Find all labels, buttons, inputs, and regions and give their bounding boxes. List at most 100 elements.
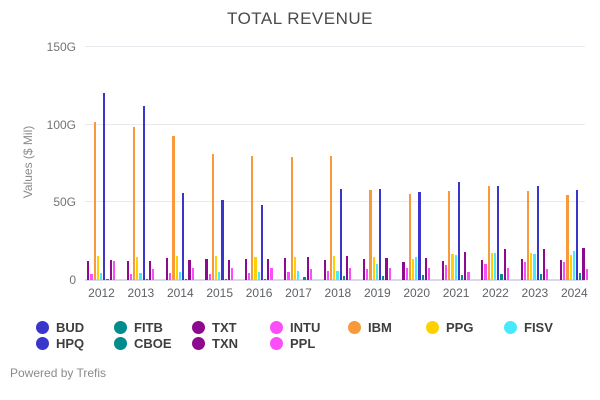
legend: BUD FITB TXT INTU IBM PPG FISV HPQ CBOE TXN PPL: [36, 319, 596, 351]
bar-TXT-2014: [165, 258, 169, 280]
bar-HPQ-2023: [536, 186, 539, 280]
legend-item-BUD[interactable]: BUD: [36, 320, 114, 335]
bar-IBM-2024: [566, 194, 569, 280]
bar-HPQ-2022: [497, 185, 500, 280]
bar-IBM-2014: [172, 135, 175, 280]
bar-PPL-2021: [467, 271, 470, 280]
gridline-100G: [85, 123, 585, 125]
bar-TXN-2015: [227, 259, 231, 280]
legend-swatch-icon-FISV: [504, 320, 517, 334]
bar-FISV-2021: [454, 254, 457, 280]
x-axis-label-2013: 2013: [127, 286, 155, 300]
bar-FISV-2019: [375, 263, 379, 280]
legend-swatch-icon-TXN: [192, 336, 205, 350]
bar-FISV-2013: [139, 272, 142, 280]
legend-item-CBOE[interactable]: CBOE: [114, 336, 192, 351]
bar-PPG-2014: [175, 256, 178, 280]
bar-PPL-2022: [506, 267, 510, 280]
bar-INTU-2017: [287, 271, 290, 280]
legend-item-TXN[interactable]: TXN: [192, 336, 270, 351]
legend-item-HPQ[interactable]: HPQ: [36, 336, 114, 351]
x-axis-label-2017: 2017: [285, 286, 312, 300]
bar-PPL-2014: [191, 268, 194, 280]
legend-row-2: HPQ CBOE TXN PPL: [36, 335, 596, 351]
bar-TXT-2015: [205, 259, 208, 280]
legend-item-FITB[interactable]: FITB: [114, 320, 192, 335]
bar-TXN-2016: [267, 259, 270, 280]
bar-IBM-2018: [329, 156, 333, 280]
bar-HPQ-2021: [457, 182, 461, 280]
legend-item-FISV[interactable]: FISV: [504, 320, 582, 335]
legend-swatch-icon-INTU: [270, 320, 283, 334]
bar-PPG-2017: [293, 257, 297, 280]
bar-TXN-2012: [109, 260, 112, 280]
legend-item-INTU[interactable]: INTU: [270, 320, 348, 335]
bar-CBOE-2015: [224, 279, 227, 280]
powered-by-label: Powered by Trefis: [10, 366, 107, 380]
bar-INTU-2021: [444, 265, 448, 280]
bar-CBOE-2022: [500, 273, 503, 280]
y-tick-label-50G: 50G: [53, 195, 76, 210]
bar-CBOE-2018: [342, 276, 346, 280]
bar-TXN-2020: [424, 257, 428, 280]
bar-PPG-2022: [490, 252, 494, 280]
x-axis-label-2012: 2012: [88, 286, 115, 300]
bar-PPL-2023: [546, 269, 549, 280]
bar-IBM-2012: [93, 121, 96, 280]
legend-item-IBM[interactable]: IBM: [348, 320, 426, 335]
bar-TXT-2012: [87, 261, 90, 280]
bar-FISV-2015: [218, 271, 221, 280]
bar-PPL-2016: [270, 268, 273, 280]
bar-TXT-2017: [284, 257, 287, 280]
bar-TXN-2014: [188, 259, 191, 280]
bar-TXT-2020: [402, 261, 405, 280]
legend-swatch-icon-PPG: [426, 320, 439, 334]
legend-item-TXT[interactable]: TXT: [192, 320, 270, 335]
bar-INTU-2019: [366, 269, 369, 280]
bar-TXT-2021: [441, 260, 445, 280]
bar-TXN-2021: [464, 251, 467, 280]
legend-item-PPL[interactable]: PPL: [270, 336, 348, 351]
x-axis-label-2016: 2016: [245, 286, 273, 300]
bar-FISV-2017: [296, 271, 300, 280]
x-axis-label-2024: 2024: [560, 286, 588, 300]
bar-PPL-2013: [152, 269, 155, 280]
bar-TXN-2023: [542, 248, 546, 280]
bar-HPQ-2018: [339, 189, 342, 280]
bar-PPG-2024: [569, 254, 572, 280]
bar-PPG-2016: [254, 257, 257, 280]
bar-PPG-2015: [214, 256, 218, 280]
bar-PPG-2023: [530, 252, 533, 280]
bar-FISV-2012: [99, 273, 103, 280]
bar-CBOE-2020: [421, 274, 424, 280]
bar-PPL-2018: [349, 267, 352, 280]
x-axis-label-2020: 2020: [403, 286, 431, 300]
legend-swatch-icon-CBOE: [114, 336, 127, 350]
bar-INTU-2024: [563, 262, 566, 280]
bar-CBOE-2021: [460, 274, 464, 280]
bar-FISV-2016: [257, 271, 260, 280]
bar-INTU-2018: [326, 270, 330, 280]
legend-row-1: BUD FITB TXT INTU IBM PPG FISV: [36, 319, 596, 335]
bar-PPL-2020: [427, 268, 431, 280]
bar-CBOE-2024: [579, 273, 582, 280]
bar-CBOE-2012: [106, 279, 109, 280]
bar-CBOE-2023: [539, 274, 543, 280]
legend-label-PPL: PPL: [290, 335, 316, 351]
bar-CBOE-2019: [382, 276, 385, 280]
bar-HPQ-2012: [103, 93, 106, 280]
x-axis-baseline: [85, 279, 585, 281]
x-axis-label-2014: 2014: [166, 286, 194, 300]
bar-FISV-2014: [178, 272, 182, 280]
x-axis-label-2022: 2022: [482, 286, 509, 300]
gridline-150G: [85, 46, 585, 47]
bar-PPG-2019: [372, 256, 375, 280]
legend-item-PPG[interactable]: PPG: [426, 320, 504, 335]
bar-PPL-2024: [585, 268, 588, 280]
bar-HPQ-2014: [181, 193, 185, 280]
bar-TXN-2018: [345, 255, 349, 280]
bar-TXT-2019: [362, 258, 366, 280]
x-axis-label-2019: 2019: [363, 286, 391, 300]
bar-PPG-2013: [136, 256, 139, 280]
